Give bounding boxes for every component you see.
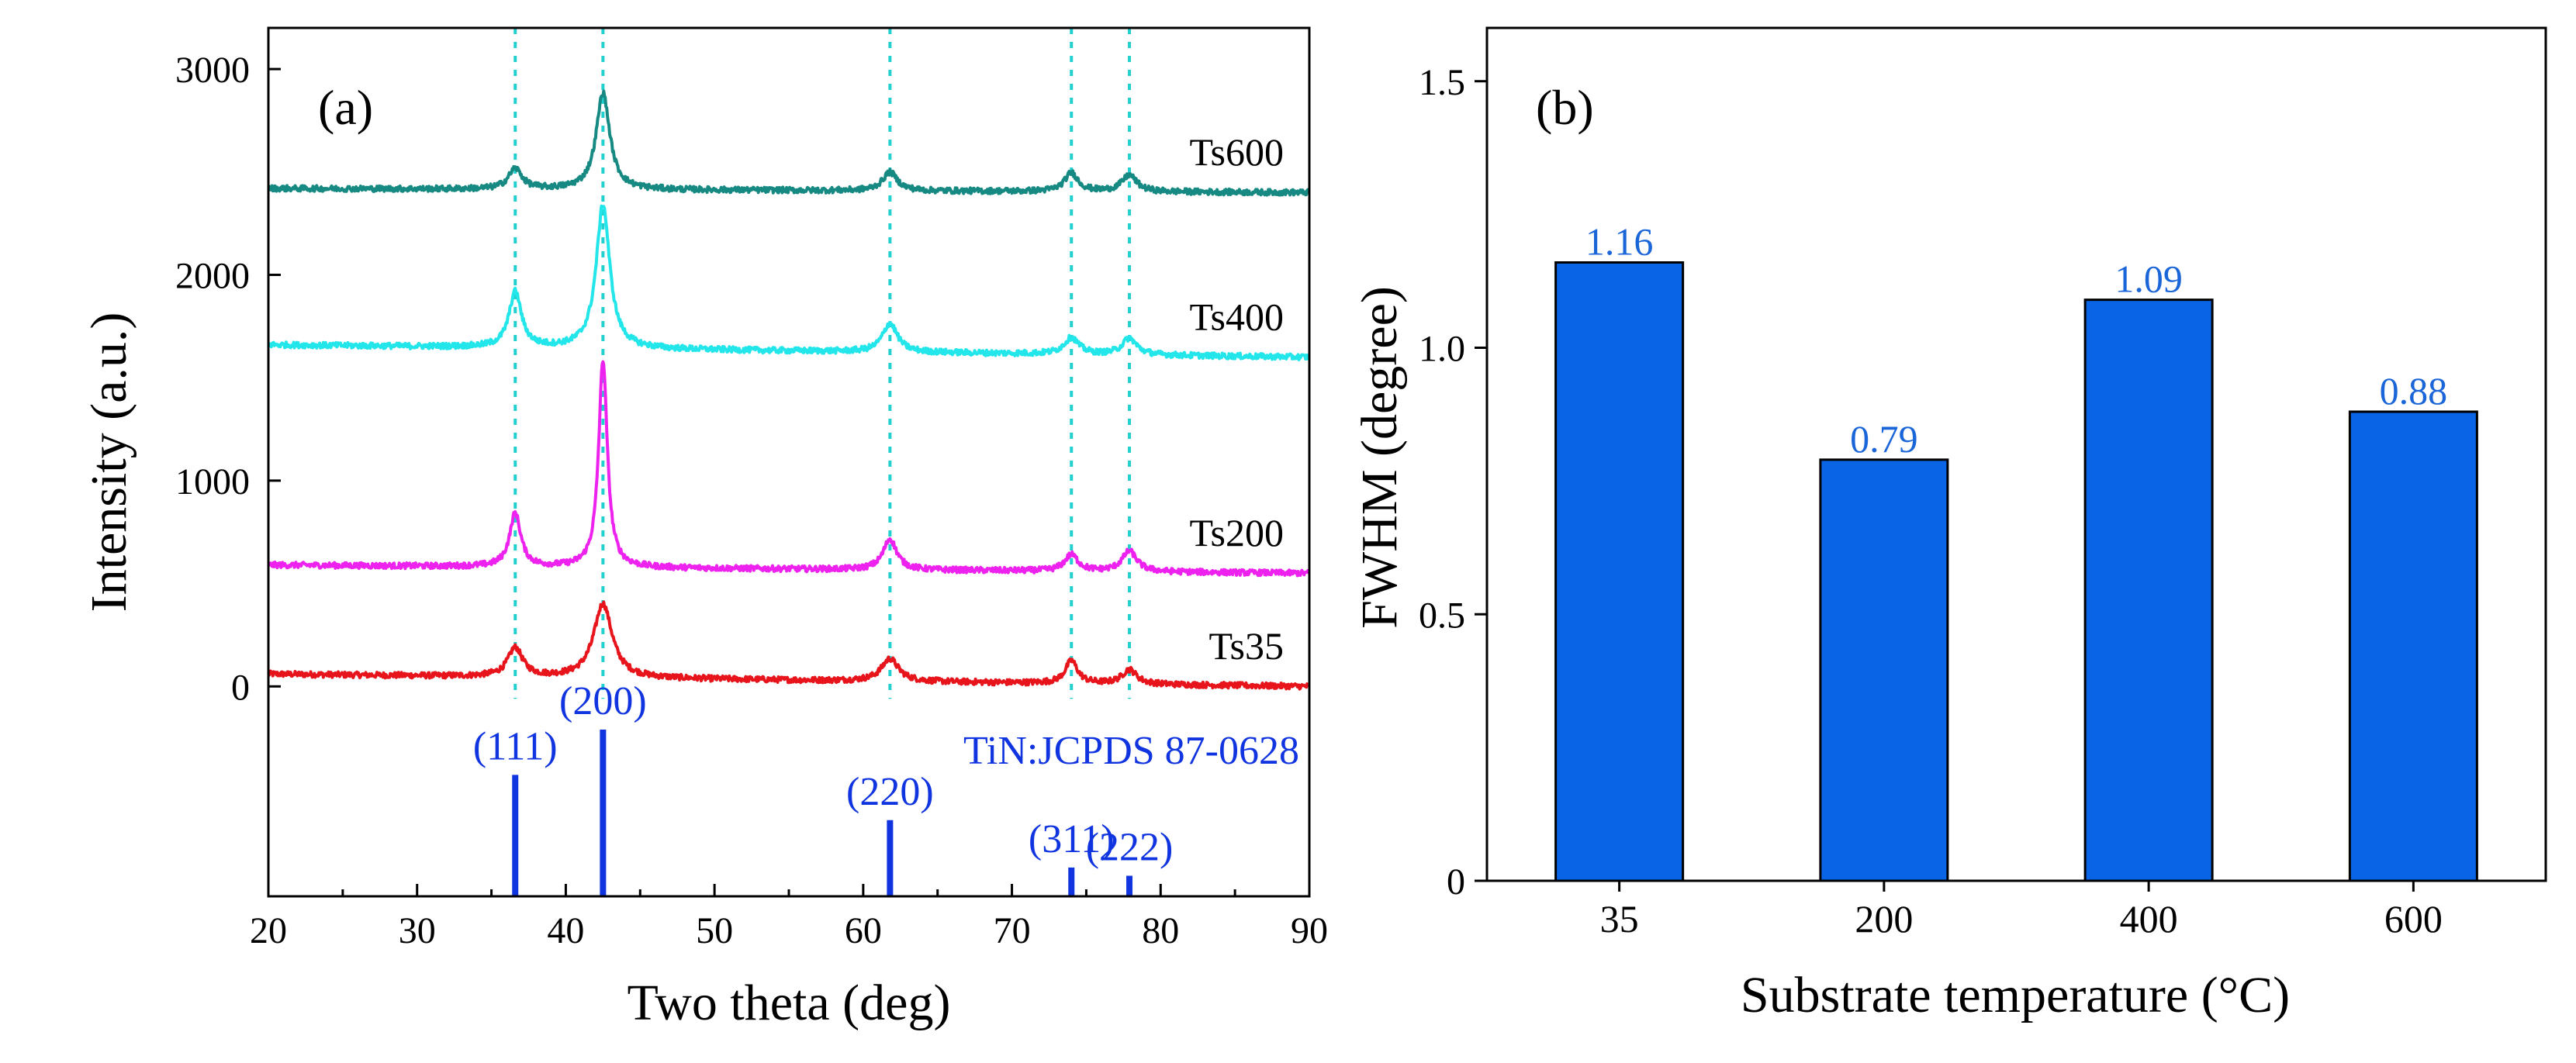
peak-guide-lines — [513, 28, 1132, 699]
y-tick-label: 0 — [1447, 861, 1465, 903]
fwhm-bar-600 — [2348, 410, 2478, 882]
x-tick-label: 40 — [547, 910, 584, 951]
category-label: 400 — [2120, 897, 2178, 940]
y-tick-label: 1000 — [175, 461, 250, 502]
series-label-ts35: Ts35 — [1208, 624, 1284, 668]
bar-value-label: 1.16 — [1585, 220, 1654, 264]
series-label-ts200: Ts200 — [1189, 511, 1284, 554]
xrd-series-ts35 — [268, 600, 1309, 691]
panel-b-frame — [1485, 26, 2547, 882]
y-tick-label: 0.5 — [1419, 595, 1465, 636]
xrd-series-ts600 — [268, 89, 1309, 197]
category-label: 35 — [1600, 897, 1639, 940]
fwhm-bar-400 — [2083, 299, 2214, 882]
panel-a-xrd-chart: (111)(200) (220) (311)(222) 20 30 40 50 60 70 80… — [81, 26, 1328, 1031]
y-tick-label: 2000 — [175, 255, 250, 296]
panel-b-ticks: 35 200 400 600 0 0.5 1.0 1.5 — [1419, 62, 2443, 940]
y-tick-label: 0 — [231, 667, 250, 708]
xrd-series-group — [268, 89, 1309, 691]
reference-peak-label: (111) — [473, 724, 558, 768]
reference-peak-label: (220) — [846, 770, 934, 814]
x-tick-label: 50 — [696, 910, 733, 951]
series-label-ts600: Ts600 — [1189, 130, 1284, 174]
x-tick-label: 30 — [399, 910, 436, 951]
panel-a-x-axis-title: Two theta (deg) — [628, 975, 951, 1031]
reference-pattern-label: TiN:JCPDS 87-0628 — [963, 729, 1299, 773]
x-tick-label: 20 — [250, 910, 287, 951]
x-tick-label: 60 — [845, 910, 882, 951]
y-tick-label: 3000 — [175, 50, 250, 91]
panel-a-ticks: 20 30 40 50 60 70 80 90 0 1000 2000 3000 — [175, 50, 1328, 951]
reference-peak-label: (222) — [1086, 825, 1174, 869]
category-label: 600 — [2384, 897, 2443, 940]
fwhm-bar-200 — [1819, 458, 1949, 882]
x-tick-label: 70 — [994, 910, 1031, 951]
reference-pattern: (111)(200) (220) (311)(222) — [473, 679, 1173, 896]
y-tick-label: 1.0 — [1419, 329, 1465, 370]
xrd-series-ts200 — [268, 360, 1309, 578]
panel-b-fwhm-bar-chart: 1.16 0.79 1.09 0.88 35 200 400 600 0 0.5 1.0 1.5 (… — [1351, 26, 2547, 1023]
x-tick-label: 90 — [1291, 910, 1328, 951]
panel-b-x-axis-title: Substrate temperature (°C) — [1741, 967, 2290, 1023]
x-tick-label: 80 — [1142, 910, 1179, 951]
category-label: 200 — [1855, 897, 1913, 940]
series-label-ts400: Ts400 — [1189, 295, 1284, 338]
reference-peak-label: (200) — [559, 679, 647, 723]
bar-value-label: 1.09 — [2114, 257, 2183, 301]
reference-peak-label: (311) — [1029, 817, 1115, 861]
fwhm-bar-35 — [1554, 261, 1685, 882]
panel-a-label: (a) — [318, 80, 373, 135]
y-tick-label: 1.5 — [1419, 62, 1465, 103]
bar-value-label: 0.79 — [1850, 417, 1918, 461]
panel-a-y-axis-title: Intensity (a.u.) — [81, 312, 137, 613]
fwhm-bars: 1.16 0.79 1.09 0.88 — [1554, 220, 2478, 882]
xrd-series-ts400 — [268, 204, 1309, 361]
bar-value-label: 0.88 — [2380, 369, 2448, 412]
panel-b-y-axis-title: FWHM (degree) — [1351, 286, 1408, 629]
panel-b-label: (b) — [1536, 80, 1594, 135]
